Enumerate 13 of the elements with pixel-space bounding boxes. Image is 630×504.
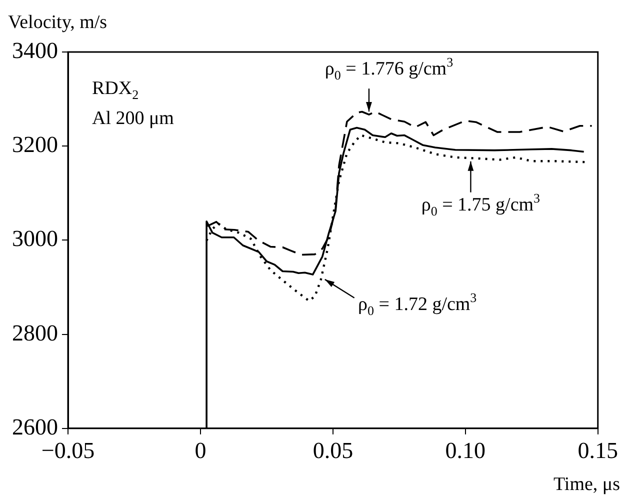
y-tick-label: 3400 xyxy=(12,38,58,64)
x-tick-label: 0 xyxy=(194,438,206,464)
y-tick-label: 3000 xyxy=(12,226,58,252)
y-tick-label: 3200 xyxy=(12,132,58,158)
x-tick-label: 0.15 xyxy=(578,438,618,464)
y-tick-label: 2600 xyxy=(12,414,58,440)
annotation: Al 200 μm xyxy=(92,108,174,129)
x-axis-title: Time, μs xyxy=(553,474,620,495)
x-tick-label: −0.05 xyxy=(41,438,95,464)
x-tick-label: 0.05 xyxy=(312,438,354,464)
x-tick-label: 0.10 xyxy=(445,438,486,464)
y-tick-label: 2800 xyxy=(12,320,58,346)
y-axis-title: Velocity, m/s xyxy=(8,12,108,33)
